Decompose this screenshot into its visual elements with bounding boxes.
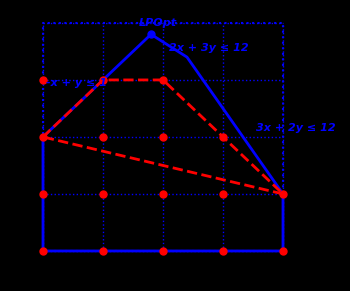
- Text: -x + y ≤ 1: -x + y ≤ 1: [46, 78, 107, 88]
- Text: LPOpt: LPOpt: [139, 18, 177, 28]
- Text: 3x + 2y ≤ 12: 3x + 2y ≤ 12: [256, 123, 336, 133]
- Text: 2x + 3y ≤ 12: 2x + 3y ≤ 12: [169, 43, 248, 54]
